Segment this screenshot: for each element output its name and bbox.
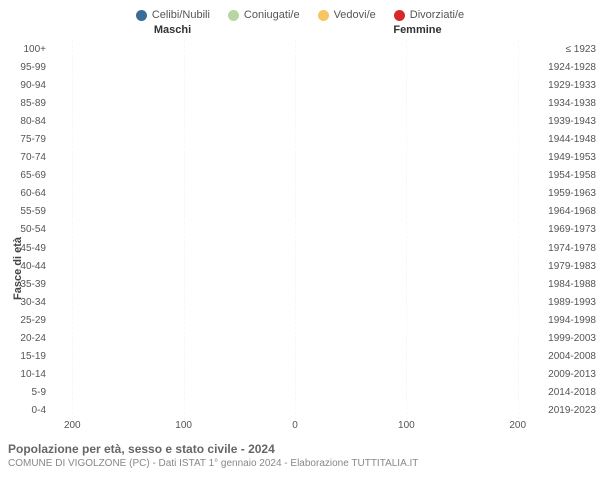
birth-year-label: 1929-1933 [540,76,600,94]
pyramid-row: 50-54 1969-1973 [0,221,600,239]
pyramid-row: 100+ ≤ 1923 [0,40,600,58]
chart-subtitle: COMUNE DI VIGOLZONE (PC) - Dati ISTAT 1°… [8,458,594,469]
age-label: 55-59 [0,203,50,221]
birth-year-label: 1964-1968 [540,203,600,221]
birth-year-label: 2019-2023 [540,402,600,420]
legend-swatch [394,10,405,21]
x-tick-label: 100 [175,420,192,431]
x-axis: 0100200 100200 [0,420,600,436]
x-tick-label: 200 [509,420,526,431]
birth-year-label: 2009-2013 [540,366,600,384]
birth-year-label: 1954-1958 [540,167,600,185]
pyramid-row: 25-29 1994-1998 [0,311,600,329]
male-header: Maschi [50,24,295,40]
age-label: 100+ [0,40,50,58]
pyramid-row: 0-4 2019-2023 [0,402,600,420]
legend-label: Divorziati/e [410,9,464,21]
pyramid-row: 60-64 1959-1963 [0,185,600,203]
age-label: 60-64 [0,185,50,203]
age-label: 15-19 [0,348,50,366]
column-headers: Maschi Femmine [0,24,600,40]
age-label: 75-79 [0,130,50,148]
age-label: 50-54 [0,221,50,239]
age-label: 70-74 [0,149,50,167]
pyramid-row: 95-99 1924-1928 [0,58,600,76]
legend-item: Coniugati/e [228,6,300,24]
legend-label: Coniugati/e [244,9,300,21]
legend-label: Celibi/Nubili [152,9,210,21]
pyramid-row: 65-69 1954-1958 [0,167,600,185]
age-label: 20-24 [0,330,50,348]
pyramid-row: 85-89 1934-1938 [0,94,600,112]
age-label: 35-39 [0,275,50,293]
footer: Popolazione per età, sesso e stato civil… [0,436,600,469]
pyramid-row: 80-84 1939-1943 [0,112,600,130]
age-label: 80-84 [0,112,50,130]
age-label: 45-49 [0,239,50,257]
legend-swatch [318,10,329,21]
pyramid-row: 75-79 1944-1948 [0,130,600,148]
legend-swatch [136,10,147,21]
birth-year-label: 2014-2018 [540,384,600,402]
birth-year-label: 1934-1938 [540,94,600,112]
pyramid-row: 55-59 1964-1968 [0,203,600,221]
legend-item: Divorziati/e [394,6,464,24]
chart-title: Popolazione per età, sesso e stato civil… [8,442,594,456]
pyramid-row: 20-24 1999-2003 [0,330,600,348]
birth-year-label: 1994-1998 [540,311,600,329]
age-label: 30-34 [0,293,50,311]
age-label: 90-94 [0,76,50,94]
legend-label: Vedovi/e [334,9,376,21]
age-label: 5-9 [0,384,50,402]
pyramid-row: 5-9 2014-2018 [0,384,600,402]
legend-swatch [228,10,239,21]
birth-year-label: 1989-1993 [540,293,600,311]
pyramid-row: 70-74 1949-1953 [0,149,600,167]
age-label: 40-44 [0,257,50,275]
age-label: 10-14 [0,366,50,384]
pyramid-row: 40-44 1979-1983 [0,257,600,275]
birth-year-label: 1959-1963 [540,185,600,203]
birth-year-label: ≤ 1923 [540,40,600,58]
legend-item: Celibi/Nubili [136,6,210,24]
legend: Celibi/Nubili Coniugati/e Vedovi/e Divorzia… [0,0,600,24]
pyramid-row: 35-39 1984-1988 [0,275,600,293]
birth-year-label: 1939-1943 [540,112,600,130]
pyramid-row: 15-19 2004-2008 [0,348,600,366]
birth-year-label: 1979-1983 [540,257,600,275]
age-label: 65-69 [0,167,50,185]
birth-year-label: 1974-1978 [540,239,600,257]
birth-year-label: 1949-1953 [540,149,600,167]
legend-item: Vedovi/e [318,6,376,24]
birth-year-label: 1969-1973 [540,221,600,239]
population-pyramid: 100+≤ 192395-991924-192890-941929-193385… [0,40,600,420]
age-label: 85-89 [0,94,50,112]
age-label: 25-29 [0,311,50,329]
x-tick-label: 100 [398,420,415,431]
pyramid-row: 90-94 1929-1933 [0,76,600,94]
birth-year-label: 2004-2008 [540,348,600,366]
pyramid-row: 45-49 1974-1978 [0,239,600,257]
pyramid-row: 10-14 2009-2013 [0,366,600,384]
birth-year-label: 1944-1948 [540,130,600,148]
birth-year-label: 1984-1988 [540,275,600,293]
female-header: Femmine [295,24,540,40]
age-label: 0-4 [0,402,50,420]
pyramid-row: 30-34 1989-1993 [0,293,600,311]
birth-year-label: 1924-1928 [540,58,600,76]
x-tick-label: 200 [64,420,81,431]
age-label: 95-99 [0,58,50,76]
birth-year-label: 1999-2003 [540,330,600,348]
